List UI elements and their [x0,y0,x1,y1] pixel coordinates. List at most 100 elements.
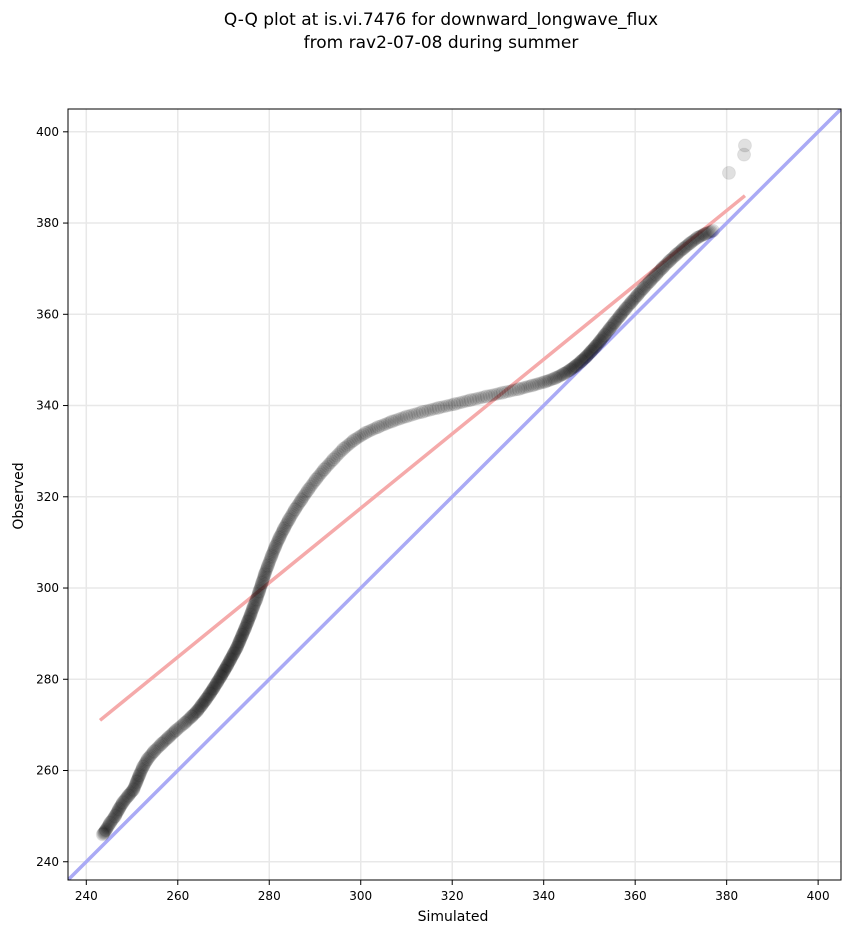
data-point [536,375,550,389]
data-point [249,594,263,608]
data-point [623,297,637,311]
data-point [667,250,681,264]
data-point [251,588,265,602]
data-point [113,800,127,814]
data-point [176,717,190,731]
data-point [604,320,618,334]
data-point [210,675,225,690]
data-point [202,686,217,701]
data-point [532,377,546,391]
data-point [670,247,684,261]
data-point [126,782,141,797]
data-point [232,634,247,649]
data-point [314,466,328,480]
data-point [216,665,230,679]
data-point [666,251,680,265]
data-point [197,696,211,710]
data-point [221,658,235,672]
data-point [272,530,287,545]
y-tick-label: 280 [36,672,59,686]
data-point [246,600,261,615]
data-point [115,798,129,812]
data-point [159,732,173,746]
data-point [458,394,472,408]
data-point [330,449,344,463]
data-point [114,799,128,813]
data-point [340,439,354,453]
data-point [426,402,440,416]
data-point [229,640,244,655]
data-point [145,747,159,761]
data-point [263,554,277,568]
data-point [107,810,121,824]
data-point [410,406,424,420]
x-tick-label: 300 [349,889,372,903]
data-point [546,372,560,386]
data-point [287,504,301,518]
data-point [305,478,319,492]
data-point [252,584,267,599]
data-point [495,385,510,400]
data-point [154,737,169,752]
data-point [607,315,622,330]
data-point [131,773,145,787]
data-point [247,599,261,613]
data-point [371,419,386,434]
data-point [220,659,234,673]
data-point [211,674,225,688]
data-point [429,402,443,416]
data-point [582,347,596,361]
data-point [631,287,645,301]
y-tick-label: 380 [36,216,59,230]
data-point [592,335,606,349]
data-point [675,243,689,257]
identity-line [68,109,841,880]
data-point [263,552,277,566]
data-point [257,570,271,584]
data-point [365,423,379,437]
data-point [627,292,641,306]
data-point [353,430,367,444]
data-point [488,388,502,402]
data-point [245,603,259,617]
data-point [205,683,219,697]
data-point [243,607,258,622]
data-point [146,746,160,760]
data-point [237,625,251,639]
data-point [102,817,116,831]
data-point [618,301,633,316]
data-point [232,637,246,651]
data-point [653,263,667,277]
data-point [204,685,218,699]
data-point [106,811,120,825]
data-points [95,138,752,842]
data-point [705,223,720,238]
data-point [695,228,709,242]
data-point [463,393,478,408]
data-point [407,407,421,421]
x-axis-ticks: 240 260 280 300 320 340 360 380 400 [75,880,830,903]
data-point [181,713,195,727]
data-point [192,702,206,716]
data-point [469,392,483,406]
data-point [637,280,651,294]
data-point [649,267,664,282]
data-point [186,708,200,722]
data-point [271,534,285,548]
data-point [384,414,399,429]
data-point [392,412,406,426]
data-point [565,362,579,376]
data-point [298,488,312,502]
data-point [109,807,123,821]
data-point [655,260,670,275]
data-point [310,471,324,485]
data-point [279,519,293,533]
data-point [319,461,333,475]
data-point [156,736,170,750]
data-point [437,400,451,414]
y-axis-label: Observed [11,462,27,529]
data-point [405,408,419,422]
data-point [630,288,645,303]
data-point [554,368,568,382]
data-point [614,308,628,322]
